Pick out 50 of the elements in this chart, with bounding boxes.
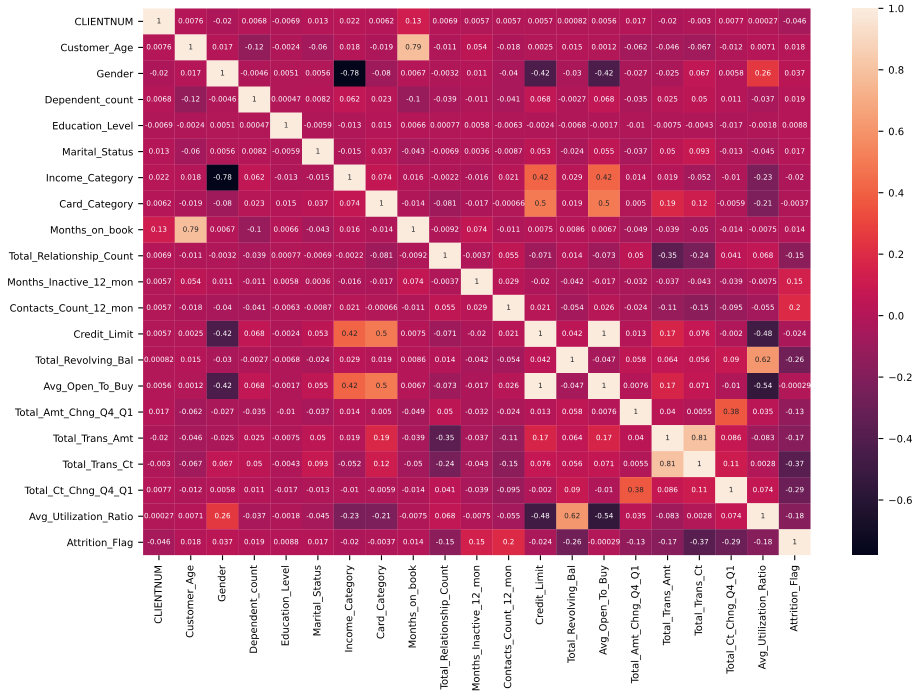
y-tick-label: CLIENTNUM [75, 18, 132, 26]
color-bar-label: 0.8 [888, 66, 904, 74]
x-tick-label: Total_Ct_Chng_Q4_Q1 [726, 566, 736, 674]
x-tick-label: Card_Category [376, 565, 386, 639]
x-tick-label: Credit_Limit [535, 565, 546, 624]
color-bar-label: −0.6 [889, 496, 912, 504]
y-tick-label: Total_Amt_Chng_Q4_Q1 [14, 408, 132, 418]
x-tick-label: Avg_Utilization_Ratio [758, 566, 768, 670]
x-tick-label: Months_on_book [408, 565, 418, 648]
x-tick-label: Dependent_count [249, 565, 260, 653]
x-tick-label: Total_Amt_Chng_Q4_Q1 [630, 566, 641, 684]
y-tick-label: Education_Level [53, 122, 132, 132]
x-tick-label: Education_Level [281, 566, 292, 646]
x-tick-label: Attrition_Flag [790, 566, 800, 632]
y-tick-label: Dependent_count [46, 96, 134, 106]
x-tick-label: Gender [218, 565, 226, 602]
color-bar-label: 0.4 [888, 189, 904, 197]
x-tick-label: Total_Revolving_Bal [567, 566, 578, 664]
y-tick-label: Months_on_book [50, 226, 134, 236]
y-tick-label: Attrition_Flag [66, 538, 132, 548]
y-tick-label: Total_Ct_Chng_Q4_Q1 [24, 486, 132, 496]
x-tick-label: Contacts_Count_12_mon [504, 566, 514, 688]
y-tick-label: Avg_Utilization_Ratio [29, 512, 133, 522]
color-bar-label: 0.6 [888, 128, 904, 136]
color-bar-label: 1.0 [889, 4, 904, 12]
x-tick-label: Marital_Status [312, 566, 323, 636]
y-tick-label: Months_Inactive_12_mon [8, 278, 132, 288]
color-bar-label: −0.2 [889, 373, 912, 382]
y-tick-label: Total_Trans_Ct [62, 460, 134, 470]
x-tick-label: Months_Inactive_12_mon [472, 566, 482, 690]
y-tick-label: Total_Relationship_Count [8, 252, 134, 262]
color-bar-label: 0.2 [888, 250, 904, 258]
color-bar-label: 0.0 [888, 312, 904, 320]
x-tick-label: Customer_Age [186, 566, 196, 638]
y-tick-label: Customer_Age [60, 44, 133, 54]
y-tick-label: Gender [97, 70, 134, 78]
x-tick-label: Income_Category [344, 565, 355, 652]
x-tick-label: Avg_Open_To_Buy [599, 565, 609, 655]
color-bar-label: −0.4 [889, 434, 912, 442]
y-tick-label: Card_Category [60, 200, 134, 210]
y-tick-label: Total_Revolving_Bal [35, 356, 132, 366]
y-tick-label: Contacts_Count_12_mon [10, 304, 132, 314]
y-tick-label: Total_Trans_Amt [53, 434, 134, 444]
x-tick-label: Total_Trans_Ct [694, 565, 704, 636]
y-tick-label: Marital_Status [62, 148, 133, 158]
y-tick-label: Avg_Open_To_Buy [44, 382, 134, 392]
x-tick-label: Total_Trans_Amt [662, 565, 673, 646]
x-tick-label: Total_Relationship_Count [440, 565, 450, 690]
y-tick-label: Income_Category [46, 174, 134, 184]
y-tick-label: Credit_Limit [74, 330, 134, 340]
